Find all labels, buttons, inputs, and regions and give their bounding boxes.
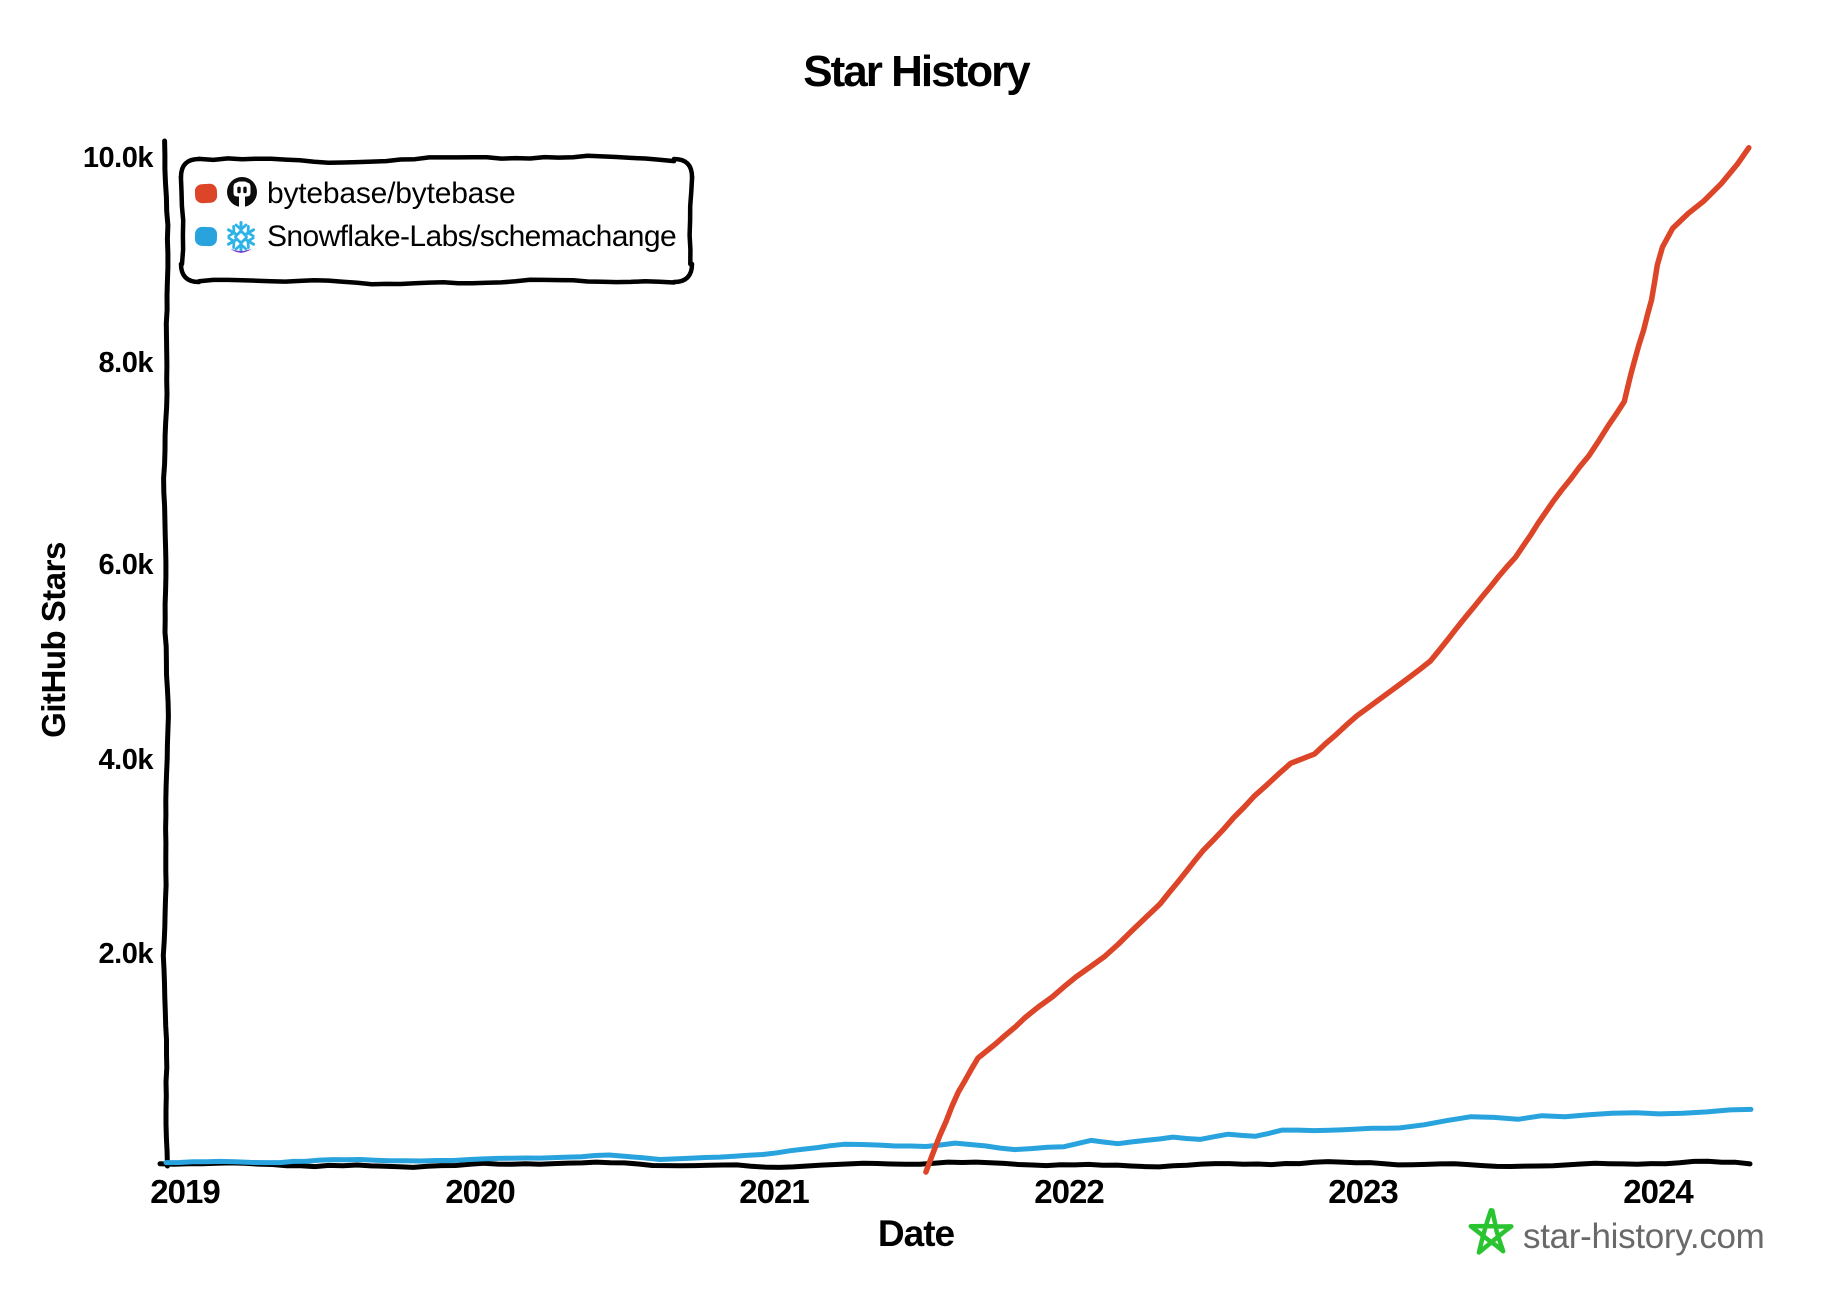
svg-text:star-history.com: star-history.com <box>1523 1217 1765 1256</box>
svg-text:8.0k: 8.0k <box>99 347 155 379</box>
svg-text:GitHub Stars: GitHub Stars <box>35 542 72 738</box>
svg-text:Date: Date <box>878 1213 955 1254</box>
svg-text:2020: 2020 <box>445 1173 514 1210</box>
svg-text:2022: 2022 <box>1034 1173 1104 1210</box>
svg-text:bytebase/bytebase: bytebase/bytebase <box>267 177 515 210</box>
svg-text:6.0k: 6.0k <box>99 549 155 581</box>
svg-text:10.0k: 10.0k <box>83 142 154 174</box>
svg-text:2019: 2019 <box>150 1173 220 1210</box>
svg-text:2024: 2024 <box>1623 1173 1694 1210</box>
svg-text:2.0k: 2.0k <box>99 938 155 970</box>
svg-text:2021: 2021 <box>739 1173 809 1210</box>
svg-text:2023: 2023 <box>1328 1173 1398 1210</box>
svg-text:4.0k: 4.0k <box>99 744 155 776</box>
svg-text:Snowflake-Labs/schemachange: Snowflake-Labs/schemachange <box>267 220 676 253</box>
svg-text:Star History: Star History <box>803 47 1031 96</box>
